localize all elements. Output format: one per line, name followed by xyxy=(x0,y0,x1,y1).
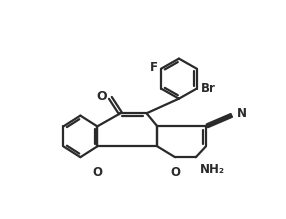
Text: NH₂: NH₂ xyxy=(200,163,225,176)
Text: N: N xyxy=(237,107,247,120)
Text: O: O xyxy=(97,90,107,103)
Text: O: O xyxy=(92,166,102,179)
Text: O: O xyxy=(170,166,180,179)
Text: Br: Br xyxy=(201,82,216,95)
Text: F: F xyxy=(150,61,158,74)
